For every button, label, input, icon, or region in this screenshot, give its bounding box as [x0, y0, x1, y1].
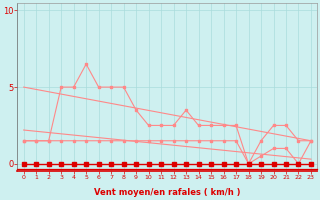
X-axis label: Vent moyen/en rafales ( km/h ): Vent moyen/en rafales ( km/h )	[94, 188, 241, 197]
